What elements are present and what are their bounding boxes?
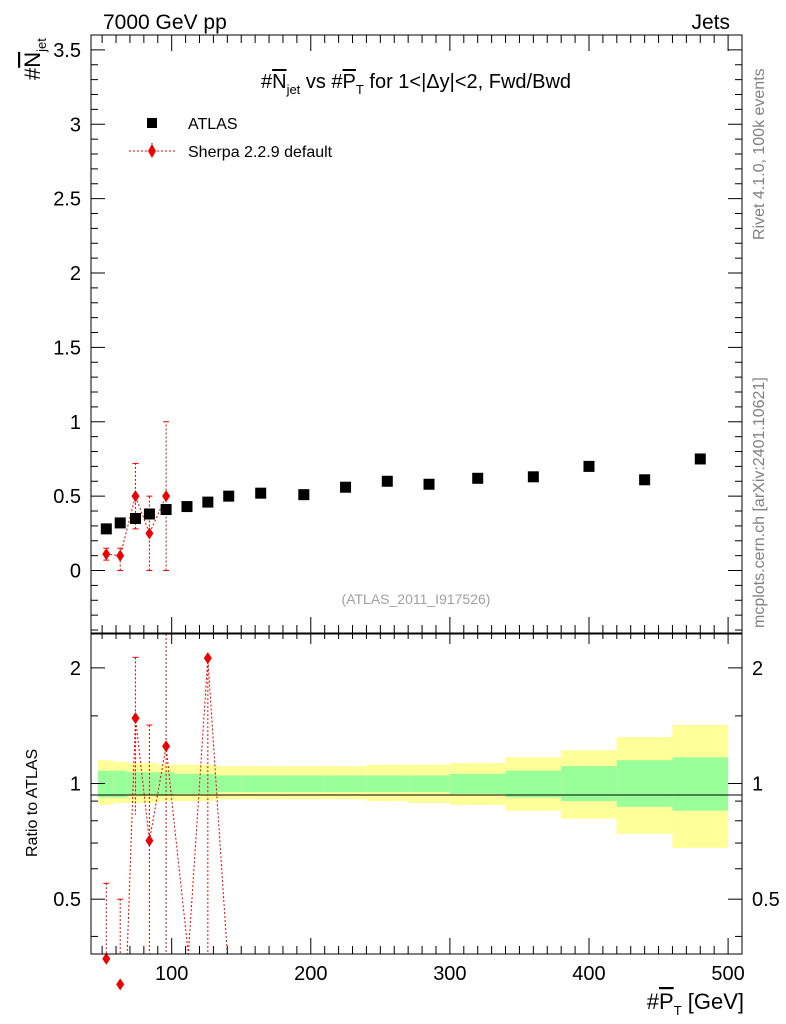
atlas-point (340, 481, 352, 493)
x-axis-label: #PT [GeV] (647, 989, 744, 1018)
sherpa-point (162, 490, 171, 503)
ratio-band-inner-1 (113, 770, 128, 798)
ratio-ytick-label: 0.5 (53, 889, 81, 911)
sherpa-ratio-point (162, 740, 171, 753)
ratio-band-inner-8 (241, 775, 283, 793)
main-ytick-label: 0 (70, 561, 81, 583)
ratio-data-layer (102, 633, 228, 991)
ratio-band-inner-3 (142, 772, 158, 796)
ratio-band-inner-0 (97, 770, 114, 798)
main-ticks: 0 0.5 1 1.5 2 2.5 3 3.5 (53, 40, 742, 631)
sherpa-ratio-point (116, 978, 125, 991)
ratio-band-inner-11 (366, 775, 409, 793)
atlas-point (202, 496, 214, 508)
atlas-point (423, 478, 435, 490)
main-frame (90, 34, 743, 634)
sherpa-ratio-point (203, 652, 212, 665)
ratio-ytick-label: 2 (70, 658, 81, 680)
header-right: Jets (691, 11, 730, 34)
xtick-label: 100 (155, 963, 188, 985)
legend-atlas-label: ATLAS (188, 116, 238, 133)
main-ytick-label: 3.5 (53, 40, 81, 62)
sherpa-ratio-point (145, 834, 154, 847)
main-ytick-label: 3 (70, 114, 81, 136)
ratio-band-inner-2 (127, 772, 143, 796)
ratio-y-label: Ratio to ATLAS (24, 749, 41, 857)
ratio-ytick-label-right: 1 (752, 774, 763, 796)
ratio-band-inner-5 (174, 773, 200, 794)
legend-sherpa-marker (148, 144, 156, 158)
y-axis-label: #Njet (20, 38, 49, 80)
main-ytick-label: 2 (70, 263, 81, 285)
atlas-point (694, 453, 706, 465)
sherpa-line (106, 494, 167, 557)
sherpa-point (131, 490, 140, 503)
main-data-layer (100, 421, 706, 572)
sherpa-ratio-line (106, 658, 228, 955)
atlas-point (472, 472, 484, 484)
main-ytick-label: 1.5 (53, 337, 81, 359)
legend-atlas-marker (147, 118, 157, 128)
ratio-ytick-label: 1 (70, 774, 81, 796)
legend: ATLAS Sherpa 2.2.9 default (129, 116, 333, 161)
atlas-point (639, 474, 651, 486)
xtick-label: 400 (572, 963, 605, 985)
sherpa-ratio-point (131, 712, 140, 725)
atlas-point (583, 460, 595, 472)
atlas-point (114, 517, 126, 529)
atlas-point (255, 487, 267, 499)
x-ticks: 100 200 300 400 500 (101, 35, 745, 985)
ratio-band-inner-9 (282, 775, 325, 793)
atlas-point (298, 489, 310, 501)
sherpa-ratio-point (102, 952, 111, 965)
analysis-watermark: (ATLAS_2011_I917526) (342, 591, 491, 607)
ratio-band-inner-17 (672, 757, 729, 811)
ratio-band-inner-13 (449, 773, 506, 794)
main-panel: 0 0.5 1 1.5 2 2.5 3 3.5 #Njet vs #PT for 1<|Δy|… (20, 34, 743, 634)
legend-sherpa-label: Sherpa 2.2.9 default (188, 144, 333, 161)
main-ytick-label: 1 (70, 412, 81, 434)
sherpa-point (102, 548, 111, 561)
ratio-band-inner-12 (408, 775, 450, 793)
ratio-band-inner-10 (324, 775, 367, 793)
plot-title: #Njet vs #PT for 1<|Δy|<2, Fwd/Bwd (261, 71, 571, 97)
ratio-ytick-label-right: 0.5 (752, 889, 780, 911)
sherpa-point (145, 527, 154, 540)
atlas-point (381, 475, 393, 487)
header-left: 7000 GeV pp (103, 11, 227, 34)
ratio-band-inner-16 (616, 760, 673, 807)
mcplots-label: mcplots.cern.ch [arXiv:2401.10621] (751, 377, 768, 628)
atlas-point (143, 508, 155, 520)
atlas-point (100, 523, 112, 535)
sherpa-point (116, 549, 125, 562)
ratio-band-inner-14 (505, 770, 562, 798)
ratio-bands (97, 725, 729, 848)
xtick-label: 300 (433, 963, 466, 985)
main-ytick-label: 0.5 (53, 486, 81, 508)
rivet-label: Rivet 4.1.0, 100k events (751, 68, 768, 240)
atlas-point (527, 471, 539, 483)
atlas-point (160, 504, 172, 516)
xtick-label: 200 (294, 963, 327, 985)
ratio-band-inner-7 (216, 775, 242, 793)
ratio-panel: 0.5 0.5 1 1 2 2 Ratio to ATLAS (24, 633, 780, 991)
ratio-ticks: 0.5 0.5 1 1 2 2 (53, 658, 780, 937)
atlas-point (130, 512, 142, 524)
atlas-point (181, 501, 193, 513)
ratio-ytick-label-right: 2 (752, 658, 763, 680)
ratio-band-inner-15 (561, 766, 617, 802)
atlas-point (223, 490, 235, 502)
main-ytick-label: 2.5 (53, 189, 81, 211)
xtick-label: 500 (711, 963, 744, 985)
ratio-frame (90, 633, 743, 955)
